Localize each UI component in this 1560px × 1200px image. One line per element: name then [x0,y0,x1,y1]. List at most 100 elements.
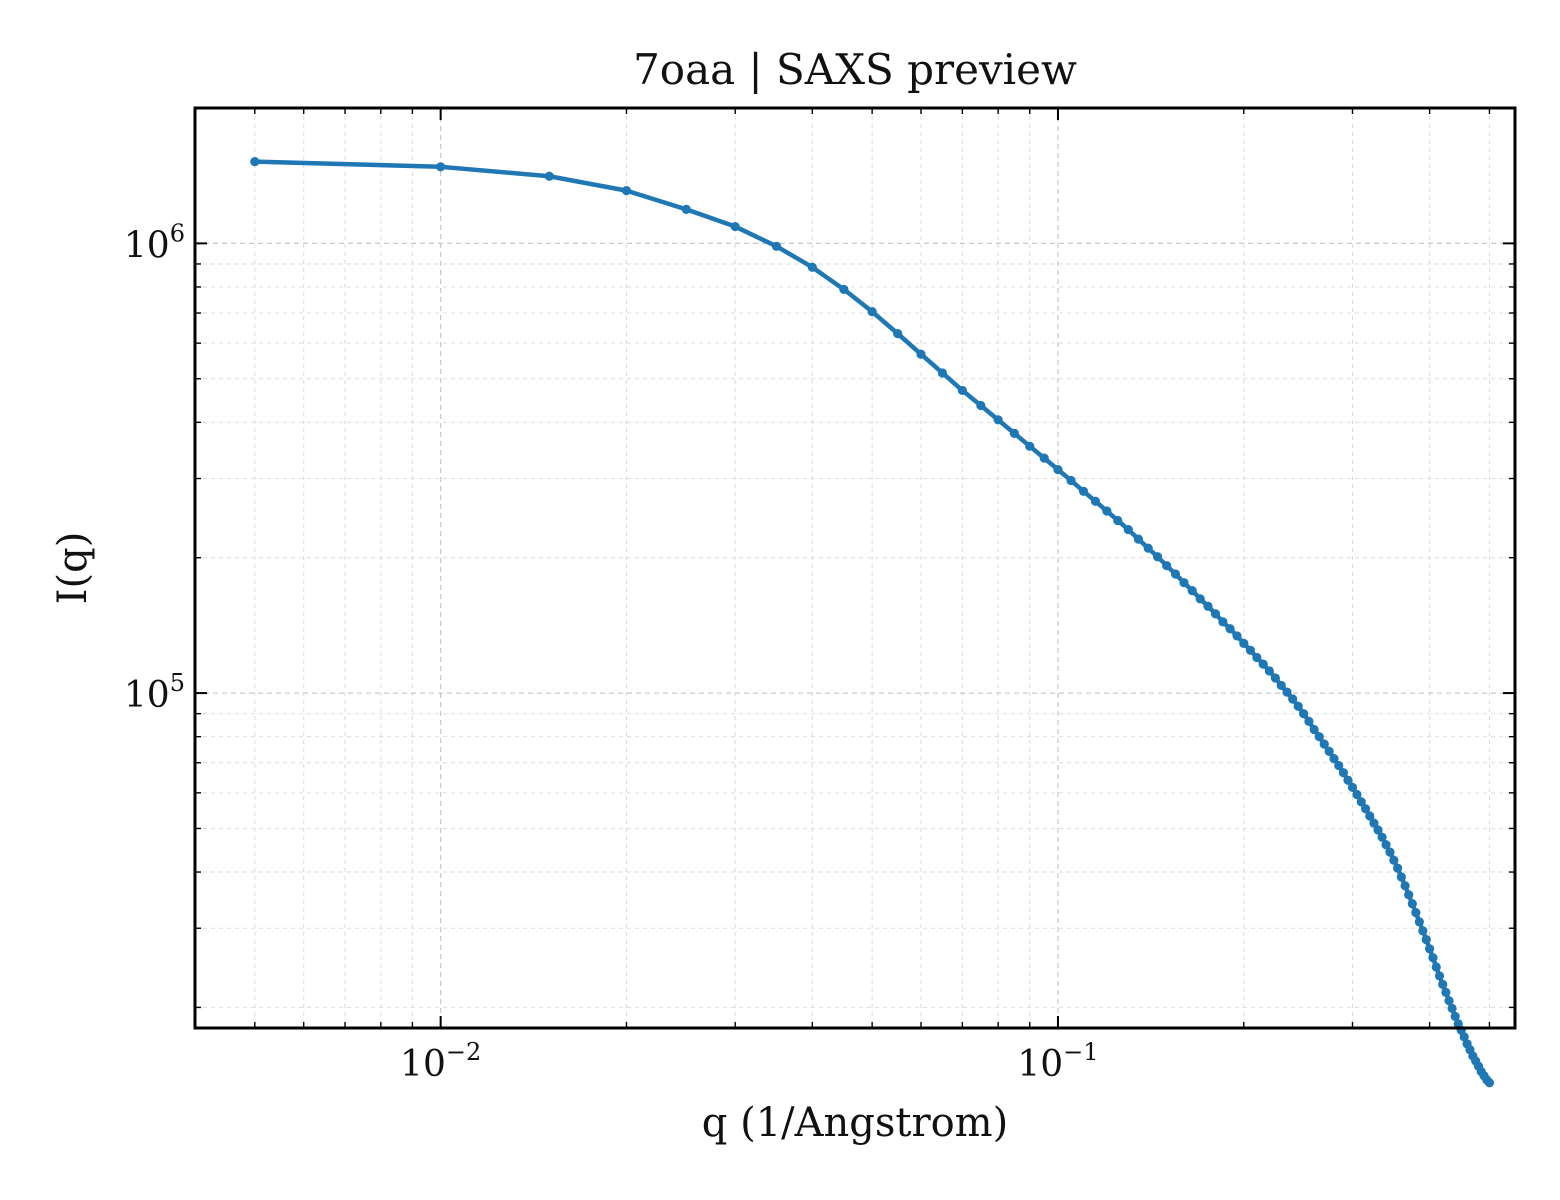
data-point [1203,601,1213,611]
y-tick-label: 105 [124,669,185,716]
data-point [1360,804,1371,814]
data-point [1025,441,1035,451]
data-point [1252,652,1262,663]
data-point [436,162,446,172]
data-point [1441,987,1451,997]
data-point [1425,944,1435,954]
data-point [1418,926,1428,936]
data-point [1444,996,1454,1006]
data-point [1404,890,1414,900]
data-point [544,171,554,181]
data-point [1282,687,1292,697]
data-point [1276,680,1286,691]
data-point [1447,1003,1457,1014]
data-point [1334,760,1344,771]
data-point [1232,631,1242,641]
data-point [1319,739,1329,749]
data-point [1009,428,1019,438]
data-point [1343,775,1353,785]
data-point [1195,594,1205,604]
data-point [1438,979,1448,990]
data-point [1293,701,1303,711]
data-point [1309,724,1319,735]
grid [194,107,1515,1028]
data-point [1170,569,1181,579]
data-point [1400,881,1410,891]
data-point [1225,624,1235,634]
data-point [1304,716,1314,727]
data-point [1369,818,1379,828]
data-point [1411,907,1421,918]
data-point [771,241,782,251]
x-axis-label: q (1/Angstrom) [702,1100,1008,1146]
data-point [1414,917,1424,927]
data-point [1090,496,1101,506]
data-point [1102,506,1112,516]
data-point [1245,645,1256,655]
data-point [1264,666,1274,676]
y-tick-label: 106 [124,219,185,266]
axes-frame [193,106,1517,1030]
data-point [681,204,691,215]
data-point [1162,561,1172,571]
data-point [250,156,260,167]
data-point [1356,797,1366,807]
data-point [916,349,926,359]
data-point [1324,746,1334,756]
data-point [1365,811,1375,821]
data-point [1381,840,1391,850]
data-point [1329,754,1339,764]
data-point [957,385,967,396]
data-point [1258,659,1268,669]
data-point [1314,732,1324,742]
data-point [1338,768,1349,778]
data-point [1152,552,1163,562]
data-point [1066,475,1076,486]
data-point [937,368,948,378]
data-point [1270,673,1280,683]
data-point [1133,534,1144,544]
data-point [1377,832,1387,842]
data-point [1421,935,1431,945]
data-point [1393,863,1403,873]
series-layer [250,156,1495,1088]
data-point [1123,524,1133,535]
data-point [1053,465,1063,475]
x-tick-label: 10−2 [400,1038,481,1085]
data-point [1210,609,1221,619]
data-point [1389,855,1399,865]
data-point [1187,586,1197,596]
data-point [867,307,877,317]
x-tick-label: 10−1 [1017,1038,1098,1085]
axis-ticks: 10−2 10−1 105 106 [124,107,1515,1085]
y-axis-label: I(q) [50,532,96,605]
data-point [1299,709,1309,719]
data-point [993,415,1003,425]
data-point [1347,782,1358,792]
data-point [730,221,740,232]
data-point [1239,638,1249,648]
data-point [1218,617,1228,627]
data-point [1434,971,1445,981]
data-point [839,284,849,295]
data-point [1428,953,1438,963]
data-point [621,186,632,196]
data-point [893,329,903,339]
data-point [1450,1011,1460,1022]
data-point [1431,962,1441,972]
data-point [807,262,817,272]
data-point [1143,543,1153,553]
data-point [1407,899,1417,909]
data-point [1078,486,1089,496]
chart-title: 7oaa | SAXS preview [633,45,1077,94]
data-point [976,400,986,411]
data-point [1288,694,1298,704]
data-point [1179,578,1189,588]
data-point [1396,872,1406,882]
data-point [1459,1032,1469,1042]
data-point [1484,1078,1495,1088]
data-point [1113,515,1123,526]
data-point [1373,825,1383,835]
